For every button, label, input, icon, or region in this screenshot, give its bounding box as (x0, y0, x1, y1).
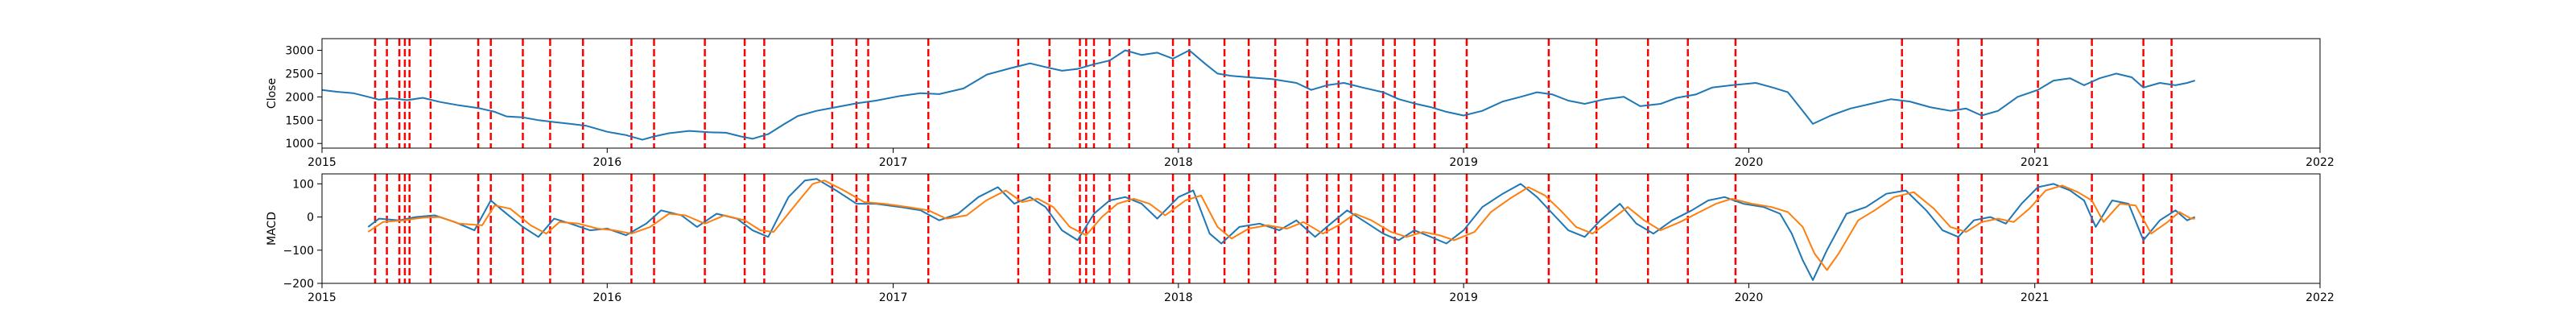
x-tick-label-6: 2021 (2021, 156, 2050, 169)
macd-x-axis: 2015 2016 2017 2018 2019 2020 2021 2022 (308, 283, 2334, 304)
x-tick-label-6: 2021 (2021, 291, 2050, 304)
macd-signal-lines (374, 174, 2173, 283)
x-tick-label-5: 2020 (1735, 291, 1764, 304)
macd-y-axis-label: MACD (266, 212, 279, 246)
x-tick-label-5: 2020 (1735, 156, 1764, 169)
x-tick-label-2: 2017 (879, 156, 908, 169)
macd-plot-frame (321, 173, 2321, 284)
y-tick-label-3: 100 (292, 178, 314, 191)
y-tick-label-2: 2000 (285, 91, 314, 104)
close-signal-lines (374, 39, 2173, 148)
x-tick-label-3: 2018 (1164, 156, 1193, 169)
macd-panel: 2015 2016 2017 2018 2019 2020 2021 2022 −200 −10… (266, 173, 2334, 304)
y-tick-label-1: 1500 (285, 114, 314, 127)
x-tick-label-7: 2022 (2306, 156, 2334, 169)
y-tick-label-1: −100 (283, 245, 314, 258)
macd-series-group (367, 178, 2196, 281)
x-tick-label-4: 2019 (1449, 156, 1478, 169)
close-price-panel: 2015 2016 2017 2018 2019 2020 2021 2022 1000 150… (266, 38, 2334, 169)
x-tick-label-7: 2022 (2306, 291, 2334, 304)
series-line-0 (321, 49, 2195, 141)
close-y-axis-label: Close (266, 78, 279, 109)
macd-y-axis: −200 −100 0 100 (283, 178, 322, 291)
x-tick-label-1: 2016 (592, 156, 621, 169)
close-x-axis: 2015 2016 2017 2018 2019 2020 2021 2022 (308, 148, 2334, 169)
y-tick-label-3: 2500 (285, 68, 314, 80)
y-tick-label-4: 3000 (285, 44, 314, 57)
close-plot-frame (321, 38, 2321, 149)
y-tick-label-0: −200 (283, 278, 314, 291)
x-tick-label-0: 2015 (308, 291, 336, 304)
x-tick-label-1: 2016 (592, 291, 621, 304)
close-y-axis: 1000 1500 2000 2500 3000 (285, 44, 322, 151)
close-series-group (321, 49, 2195, 141)
x-tick-label-2: 2017 (879, 291, 908, 304)
y-tick-label-2: 0 (307, 212, 314, 225)
y-tick-label-0: 1000 (285, 138, 314, 151)
series-line-1 (367, 180, 2195, 271)
x-tick-label-0: 2015 (308, 156, 336, 169)
x-tick-label-4: 2019 (1449, 291, 1478, 304)
x-tick-label-3: 2018 (1164, 291, 1193, 304)
